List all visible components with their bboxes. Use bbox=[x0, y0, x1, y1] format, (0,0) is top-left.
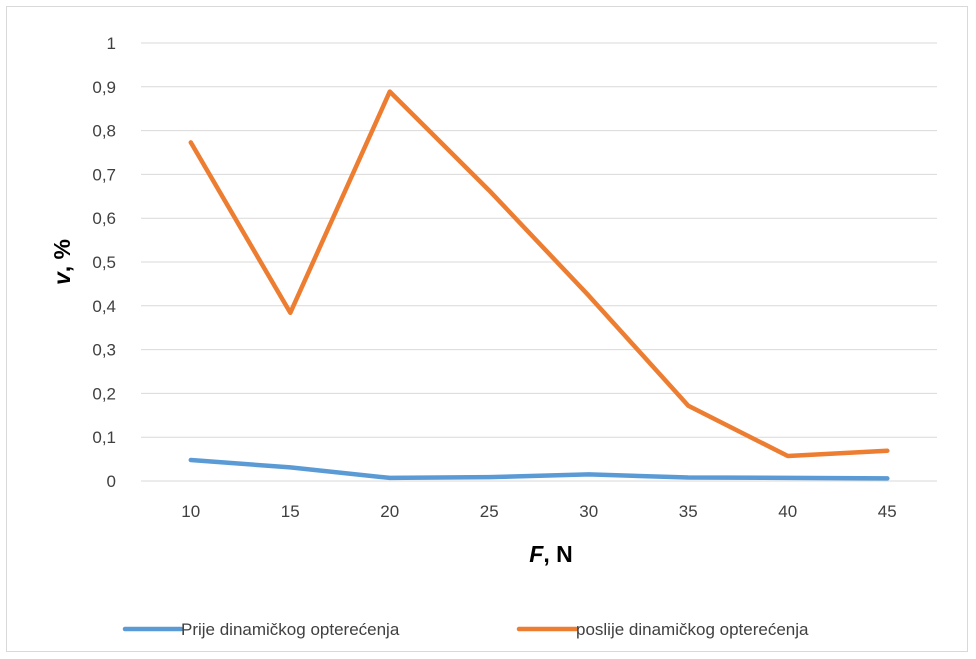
series-lines bbox=[188, 89, 890, 481]
y-tick-label: 0,7 bbox=[92, 165, 116, 184]
x-tick-label: 20 bbox=[380, 502, 399, 521]
gridlines bbox=[141, 42, 937, 482]
x-tick-label: 30 bbox=[579, 502, 598, 521]
x-axis-unit: , N bbox=[543, 541, 572, 567]
legend-label: Prije dinamičkog opterećenja bbox=[181, 620, 400, 639]
y-tick-label: 1 bbox=[107, 34, 116, 53]
x-tick-label: 25 bbox=[480, 502, 499, 521]
y-tick-label: 0,5 bbox=[92, 253, 116, 272]
y-tick-label: 0,6 bbox=[92, 209, 116, 228]
series-line-2 bbox=[188, 89, 890, 459]
x-tick-label: 10 bbox=[181, 502, 200, 521]
y-axis-variable: v bbox=[49, 271, 75, 285]
y-tick-label: 0,1 bbox=[92, 428, 116, 447]
x-axis-title: F, N bbox=[529, 541, 572, 567]
y-tick-label: 0 bbox=[107, 472, 116, 491]
y-tick-label: 0,2 bbox=[92, 384, 116, 403]
x-tick-label: 15 bbox=[281, 502, 300, 521]
x-tick-label: 35 bbox=[679, 502, 698, 521]
y-tick-labels: 0 0,1 0,2 0,3 0,4 0,5 0,6 0,7 0,8 0,9 1 bbox=[92, 34, 116, 491]
y-tick-label: 0,8 bbox=[92, 122, 116, 141]
x-tick-labels: 10 15 20 25 30 35 40 45 bbox=[181, 502, 896, 521]
series-line-1 bbox=[188, 457, 890, 481]
y-tick-label: 0,9 bbox=[92, 78, 116, 97]
x-tick-label: 40 bbox=[778, 502, 797, 521]
chart-frame bbox=[6, 6, 968, 652]
y-tick-label: 0,4 bbox=[92, 297, 116, 316]
y-axis-title: v, % bbox=[49, 239, 75, 285]
y-tick-label: 0,3 bbox=[92, 341, 116, 360]
legend: Prije dinamičkog opterećenja poslije dina… bbox=[122, 620, 809, 639]
x-axis-variable: F bbox=[529, 541, 544, 567]
x-tick-label: 45 bbox=[878, 502, 897, 521]
legend-label: poslije dinamičkog opterećenja bbox=[576, 620, 809, 639]
y-axis-unit: , % bbox=[49, 239, 75, 272]
